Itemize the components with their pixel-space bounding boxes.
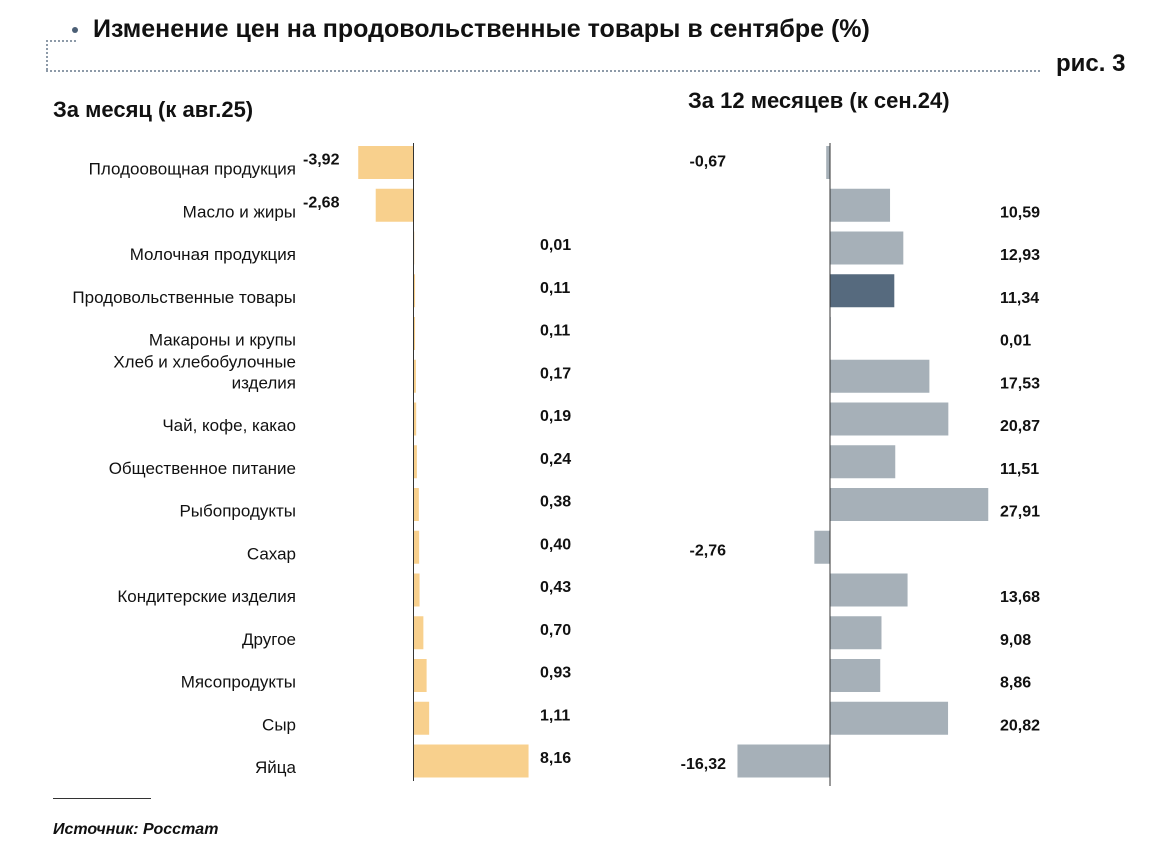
category-label: Масло и жиры [183, 202, 296, 221]
right-bar [830, 616, 882, 650]
category-label: Плодоовощная продукция [89, 160, 296, 179]
header-dotted-bracket-top [46, 40, 76, 42]
right-data-label: 10,59 [1000, 204, 1040, 221]
right-data-label: 11,51 [1000, 461, 1039, 478]
right-panel-title: За 12 месяцев (к сен.24) [688, 88, 950, 113]
left-panel-title: За месяц (к авг.25) [53, 97, 254, 122]
left-bar [413, 659, 427, 692]
category-label: Яйца [255, 758, 297, 777]
category-label: Сыр [262, 715, 296, 734]
left-bar [375, 188, 414, 222]
right-bar [830, 701, 949, 735]
right-data-label: -2,76 [690, 542, 727, 559]
right-data-label: 20,87 [1000, 418, 1040, 435]
category-label: Молочная продукция [130, 245, 296, 264]
bullet-icon [72, 27, 78, 33]
source-note: Источник: Росстат [53, 821, 219, 838]
category-label: Другое [242, 630, 296, 649]
left-bar [413, 701, 430, 735]
figure-label: рис. 3 [1056, 50, 1126, 77]
left-data-label: 0,01 [540, 237, 571, 254]
left-data-label: 0,38 [540, 494, 571, 511]
right-bar [814, 530, 830, 564]
left-bar [413, 616, 424, 650]
category-label: Макароны и крупы [149, 331, 296, 350]
chart-title: Изменение цен на продовольственные товар… [93, 15, 870, 43]
left-data-label: -2,68 [303, 194, 340, 211]
category-label: Кондитерские изделия [117, 587, 296, 606]
right-data-label: 20,82 [1000, 717, 1040, 734]
right-bar [830, 659, 881, 692]
left-data-label: 0,17 [540, 365, 571, 382]
left-data-label: 1,11 [540, 707, 570, 724]
left-bar [413, 488, 419, 521]
right-bar [830, 188, 891, 222]
left-bar [413, 274, 416, 308]
category-label: Рыбопродукты [179, 502, 296, 521]
right-bar [830, 488, 989, 521]
source-divider [53, 798, 151, 799]
right-bar [737, 744, 830, 778]
category-label: Общественное питание [109, 459, 296, 478]
category-label: Хлеб и хлебобулочные [113, 352, 296, 371]
left-data-label: 0,11 [540, 280, 570, 297]
left-data-label: 0,24 [540, 451, 571, 468]
left-data-label: 0,43 [540, 579, 571, 596]
left-data-label: 0,70 [540, 622, 571, 639]
left-bar [413, 402, 417, 436]
right-bar [830, 274, 895, 308]
right-data-label: -16,32 [681, 756, 726, 773]
right-data-label: 17,53 [1000, 375, 1040, 392]
right-bar [830, 445, 896, 479]
header-dotted-bracket [46, 40, 48, 70]
left-data-label: 8,16 [540, 750, 571, 767]
left-bar [358, 146, 414, 179]
right-data-label: 11,34 [1000, 290, 1039, 307]
left-bar [413, 530, 420, 564]
category-label: Чай, кофе, какао [162, 416, 296, 435]
left-bar [413, 317, 416, 350]
right-data-label: 9,08 [1000, 632, 1031, 649]
left-data-label: 0,93 [540, 665, 571, 682]
left-data-label: 0,19 [540, 408, 571, 425]
right-bar [830, 573, 908, 607]
left-data-label: -3,92 [303, 152, 340, 169]
left-bar [413, 744, 529, 778]
category-label: Сахар [247, 544, 296, 563]
right-data-label: 13,68 [1000, 589, 1040, 606]
header: Изменение цен на продовольственные товар… [0, 0, 1166, 80]
right-data-label: 0,01 [1000, 333, 1031, 350]
right-bar [826, 146, 830, 179]
category-label: Продовольственные товары [72, 288, 296, 307]
right-data-label: 27,91 [1000, 504, 1040, 521]
left-bar [413, 359, 416, 393]
category-label: Мясопродукты [181, 673, 296, 692]
left-bar [413, 573, 420, 607]
right-bar [830, 231, 904, 265]
left-data-label: 0,11 [540, 323, 570, 340]
category-label: изделия [232, 373, 296, 392]
header-dotted-line [46, 70, 1040, 72]
right-data-label: 12,93 [1000, 247, 1040, 264]
right-data-label: -0,67 [690, 154, 727, 171]
right-bar [830, 402, 949, 436]
right-bar [830, 359, 930, 393]
left-data-label: 0,40 [540, 536, 571, 553]
right-data-label: 8,86 [1000, 675, 1031, 692]
left-bar [413, 445, 417, 479]
